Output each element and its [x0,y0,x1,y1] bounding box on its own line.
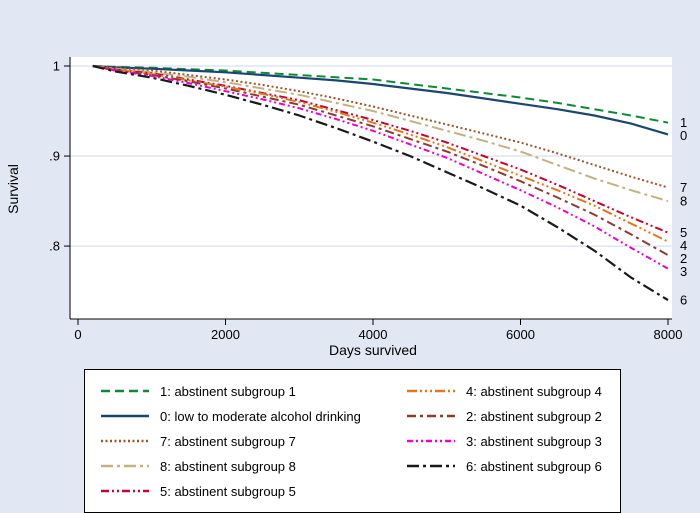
y-tick-label: .8 [49,239,60,254]
legend-item-6: 6: abstinent subgroup 6 [405,456,602,476]
y-axis-title: Survival [5,164,21,214]
x-tick-label: 8000 [654,327,683,342]
curve-end-label-8: 8 [680,194,687,209]
legend-label: 8: abstinent subgroup 8 [160,458,296,474]
legend-item-2: 2: abstinent subgroup 2 [405,406,602,426]
legend-item-8: 8: abstinent subgroup 8 [99,456,391,476]
legend-line-sample [101,439,149,443]
legend-line-sample [101,489,149,493]
legend-column-2: 4: abstinent subgroup 4 2: abstinent subg… [405,381,602,501]
x-tick-label: 2000 [211,327,240,342]
legend-label: 1: abstinent subgroup 1 [160,383,296,399]
legend-item-1: 1: abstinent subgroup 1 [99,381,391,401]
legend-item-4: 4: abstinent subgroup 4 [405,381,602,401]
legend: 1: abstinent subgroup 1 0: low to moderat… [84,369,621,513]
curve-end-label-6: 6 [680,293,687,308]
survival-curve-6 [92,64,669,302]
legend-line-sample [101,414,149,418]
legend-line-sample [407,464,455,468]
curve-end-label-4: 4 [680,238,687,253]
legend-line-sample [407,414,455,418]
legend-item-5: 5: abstinent subgroup 5 [99,481,391,501]
x-tick-label: 6000 [506,327,535,342]
x-tick-label: 4000 [359,327,388,342]
curve-end-label-7: 7 [680,180,687,195]
survival-curve-7 [92,65,669,189]
legend-item-7: 7: abstinent subgroup 7 [99,431,391,451]
legend-label: 7: abstinent subgroup 7 [160,433,296,449]
legend-line-sample [101,389,149,393]
legend-label: 2: abstinent subgroup 2 [466,408,602,424]
legend-line-sample [407,389,455,393]
legend-item-3: 3: abstinent subgroup 3 [405,431,602,451]
legend-label: 4: abstinent subgroup 4 [466,383,602,399]
x-axis-title: Days survived [329,342,417,358]
legend-label: 3: abstinent subgroup 3 [466,433,602,449]
legend-label: 5: abstinent subgroup 5 [160,483,296,499]
curve-end-label-3: 3 [680,264,687,279]
plot-area [70,57,672,319]
legend-item-0: 0: low to moderate alcohol drinking [99,406,391,426]
y-tick-label: 1 [53,59,60,74]
survival-curve-0 [92,64,669,136]
curve-end-label-2: 2 [680,251,687,266]
survival-curve-3 [92,65,669,270]
curve-end-label-0: 0 [680,128,687,143]
y-tick-label: .9 [49,149,60,164]
legend-line-sample [101,464,149,468]
survival-curve-8 [92,65,669,203]
legend-label: 0: low to moderate alcohol drinking [160,408,361,424]
legend-label: 6: abstinent subgroup 6 [466,458,602,474]
survival-curve-2 [92,65,669,256]
curve-end-label-1: 1 [680,115,687,130]
curve-end-label-5: 5 [680,225,687,240]
survival-curve-1 [92,65,669,124]
legend-column-1: 1: abstinent subgroup 1 0: low to moderat… [99,381,391,501]
legend-line-sample [407,439,455,443]
x-tick-label: 0 [74,327,81,342]
